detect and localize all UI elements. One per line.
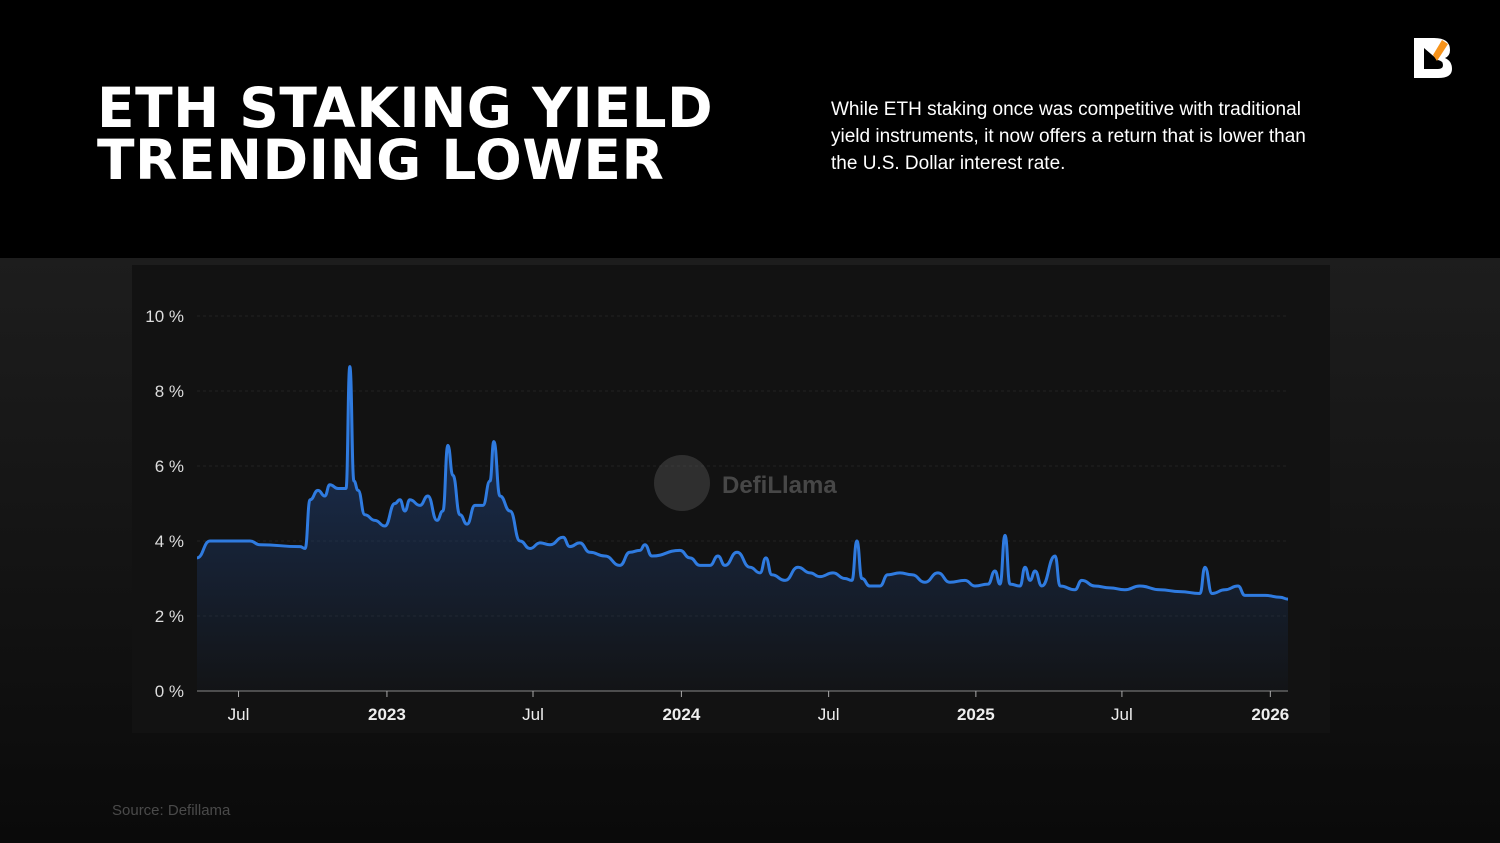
- x-tick-label: Jul: [818, 705, 840, 724]
- y-tick-label: 2 %: [155, 607, 184, 626]
- x-tick-label: Jul: [228, 705, 250, 724]
- y-tick-label: 10 %: [145, 307, 184, 326]
- y-tick-label: 6 %: [155, 457, 184, 476]
- chart-panel: DefiLlama 0 % 2 % 4 % 6 % 8 % 10 % Jul 2023 Jul 2…: [132, 265, 1330, 733]
- watermark-text: DefiLlama: [722, 472, 837, 499]
- x-tick-label: 2024: [662, 705, 700, 724]
- x-tick-label: 2023: [368, 705, 406, 724]
- source-note: Source: Defillama: [112, 802, 231, 819]
- llama-logo-icon: [654, 455, 710, 511]
- yield-chart: DefiLlama 0 % 2 % 4 % 6 % 8 % 10 % Jul 2023 Jul 2…: [145, 307, 1289, 724]
- subtitle: While ETH staking once was competitive w…: [831, 99, 1306, 174]
- x-tick-label: Jul: [522, 705, 544, 724]
- title-line-1: ETH STAKING YIELD: [97, 76, 714, 140]
- yield-line: [196, 365, 1289, 601]
- x-tick-label: 2025: [957, 705, 995, 724]
- brand-logo-icon: [1414, 38, 1452, 78]
- page-title: ETH STAKING YIELD TRENDING LOWER: [97, 76, 714, 192]
- y-tick-label: 0 %: [155, 682, 184, 701]
- defillama-watermark: DefiLlama: [654, 455, 837, 511]
- x-tick-label: 2026: [1251, 705, 1289, 724]
- title-line-2: TRENDING LOWER: [97, 128, 665, 192]
- y-tick-label: 8 %: [155, 382, 184, 401]
- y-tick-label: 4 %: [155, 532, 184, 551]
- yield-area: [197, 366, 1288, 691]
- x-tick-label: Jul: [1111, 705, 1133, 724]
